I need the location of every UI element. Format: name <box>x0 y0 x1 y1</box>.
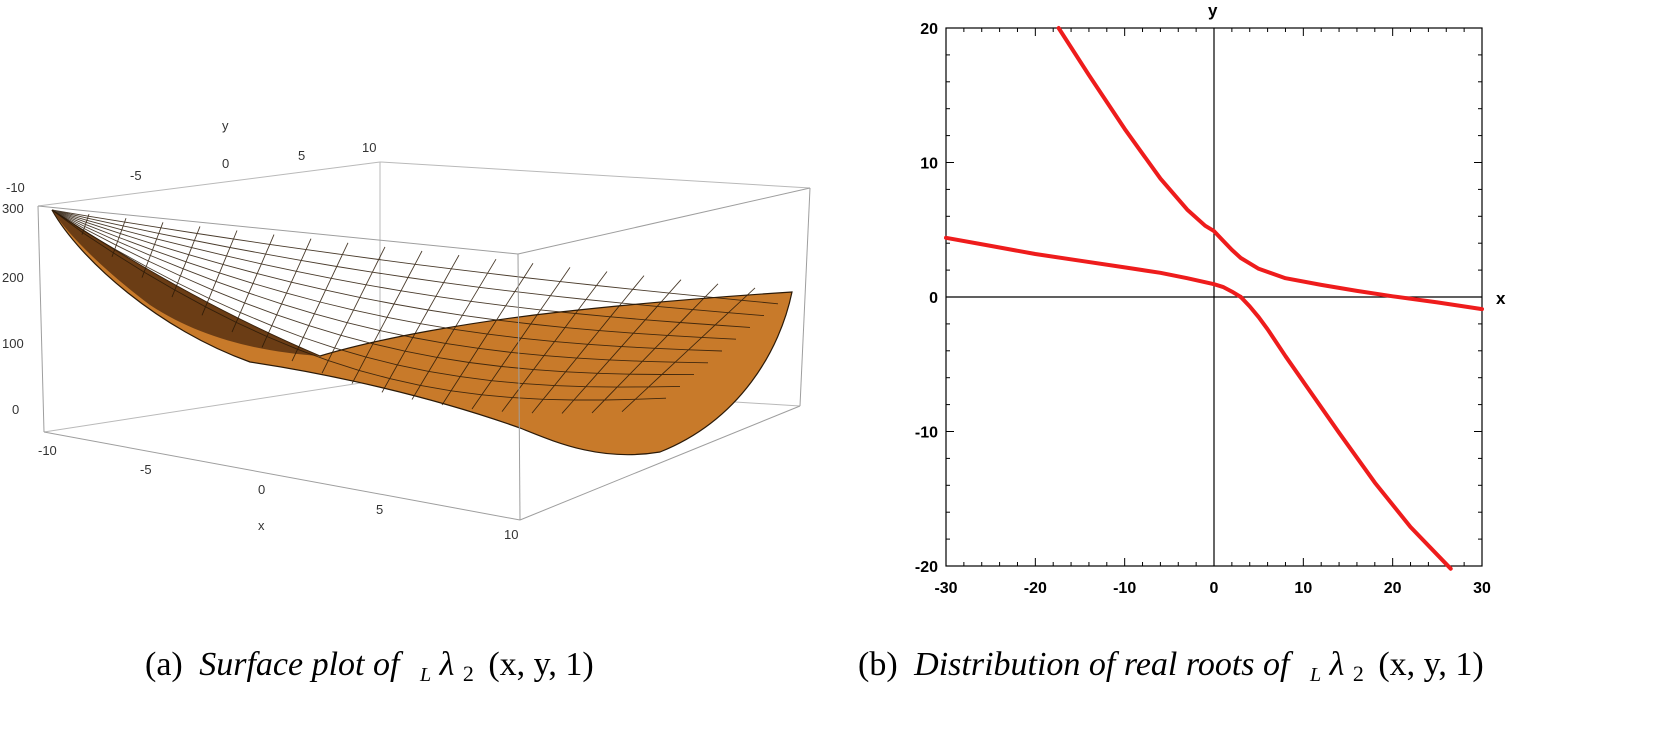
surface-panel: 300 200 100 0 -10 -5 0 5 10 y -10 -5 0 5… <box>2 118 811 542</box>
caption-a-math: λ <box>439 646 455 683</box>
x-ticks: -10 -5 0 5 10 x <box>38 443 518 542</box>
caption-a-label: (a) <box>145 646 183 683</box>
y-ticks: -10 -5 0 5 10 y <box>6 118 376 195</box>
x-tick-label: -30 <box>934 580 957 597</box>
mesh-line <box>51 209 751 328</box>
y-tick-label: 0 <box>929 290 938 307</box>
y-tick-label: -20 <box>915 559 938 576</box>
root-curve-2 <box>944 235 1243 299</box>
y-axis-label: y <box>222 118 229 133</box>
caption-a-idx: 2 <box>463 661 474 686</box>
caption-b: (b) Distribution of real roots of L λ 2 … <box>858 646 1484 689</box>
mesh-line <box>51 209 737 340</box>
y-axis-label: y <box>1208 1 1218 20</box>
x-tick: 10 <box>504 527 518 542</box>
mesh-line <box>51 209 723 352</box>
caption-b-idx: 2 <box>1353 661 1364 686</box>
box-front-edges <box>37 187 811 521</box>
caption-a-text: Surface plot of <box>199 646 404 683</box>
caption-b-text: Distribution of real roots of <box>913 646 1294 683</box>
surface-fill <box>51 209 793 456</box>
x-tick: 0 <box>258 482 265 497</box>
x-axis-label: x <box>258 518 265 533</box>
series-layer <box>944 26 1484 571</box>
x-tick-label: 10 <box>1294 580 1312 597</box>
x-tick-label: 30 <box>1473 580 1491 597</box>
mesh-line <box>51 209 779 305</box>
caption-b-args: (x, y, 1) <box>1378 646 1483 683</box>
caption-a: (a) Surface plot of L λ 2 (x, y, 1) <box>145 646 594 689</box>
mesh-line <box>51 209 765 317</box>
y-tick-label: 20 <box>920 21 938 38</box>
y-tick: -5 <box>130 168 142 183</box>
z-tick: 300 <box>2 201 24 216</box>
caption-b-math: λ <box>1329 646 1345 683</box>
caption-b-label: (b) <box>858 646 898 683</box>
surface-mesh <box>51 209 793 456</box>
z-tick: 200 <box>2 270 24 285</box>
y-tick: 10 <box>362 140 376 155</box>
y-tick: 0 <box>222 156 229 171</box>
z-ticks: 300 200 100 0 <box>2 201 24 417</box>
x-tick-label: 20 <box>1384 580 1402 597</box>
x-axis-label: x <box>1496 289 1506 308</box>
root-curve-3 <box>1238 295 1453 571</box>
mesh-line <box>51 209 681 388</box>
y-tick: -10 <box>6 180 25 195</box>
root-curve-1 <box>1056 26 1484 312</box>
mesh-line <box>51 209 709 364</box>
z-tick: 0 <box>12 402 19 417</box>
caption-a-args: (x, y, 1) <box>488 646 593 683</box>
z-tick: 100 <box>2 336 24 351</box>
x-tick-label: 0 <box>1210 580 1219 597</box>
x-tick: -10 <box>38 443 57 458</box>
mesh-line <box>51 209 667 401</box>
roots-panel: -30 -20 -10 0 10 20 30 -20 -10 0 10 20 y x <box>915 1 1506 597</box>
x-tick: -5 <box>140 462 152 477</box>
caption-a-sub: L <box>419 664 431 686</box>
caption-b-sub: L <box>1309 664 1321 686</box>
x-tick-label: -20 <box>1024 580 1047 597</box>
tick-labels: -30 -20 -10 0 10 20 30 -20 -10 0 10 20 <box>915 21 1491 597</box>
mesh-line <box>51 209 695 376</box>
x-tick: 5 <box>376 502 383 517</box>
y-tick-label: 10 <box>920 156 938 173</box>
x-tick-label: -10 <box>1113 580 1136 597</box>
y-tick: 5 <box>298 148 305 163</box>
y-tick-label: -10 <box>915 425 938 442</box>
